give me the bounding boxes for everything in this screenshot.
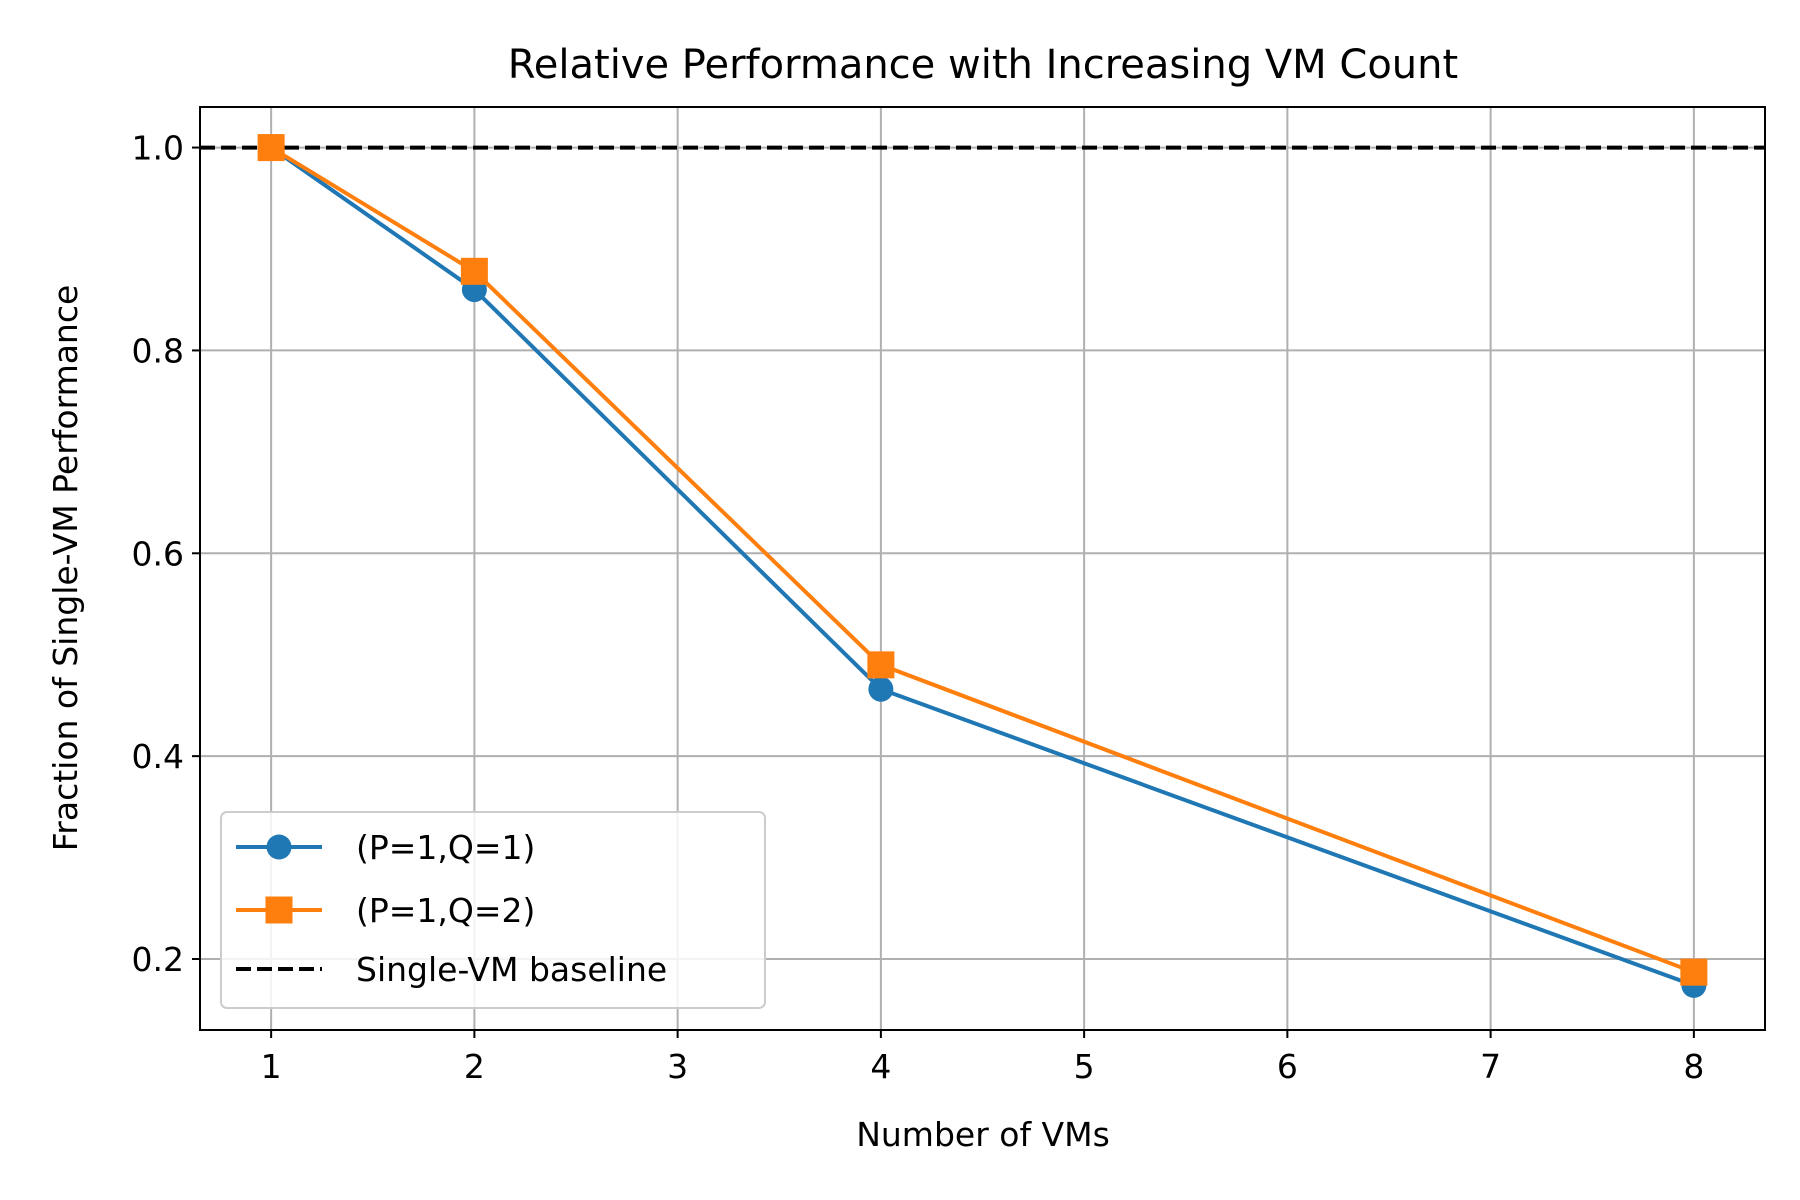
data-point [867,651,895,679]
series-line [270,145,1695,975]
legend-label: (P=1,Q=1) [356,828,535,867]
x-tick-label: 8 [1683,1047,1704,1086]
x-tick-label: 2 [464,1047,485,1086]
data-point [868,676,894,702]
data-point [1680,958,1708,986]
legend-marker [266,834,292,860]
y-tick-label: 0.6 [132,534,184,573]
y-axis-label: Fraction of Single-VM Performance [46,285,85,852]
legend: (P=1,Q=1) (P=1,Q=2) Single-VM baseline [220,811,766,1009]
data-point [460,257,488,285]
x-tick-label: 4 [870,1047,891,1086]
series-layer [257,134,1708,998]
legend-marker [265,896,293,924]
chart-title: Relative Performance with Increasing VM … [508,42,1458,88]
legend-items: (P=1,Q=1) (P=1,Q=2) Single-VM baseline [236,828,667,989]
data-point [257,134,285,162]
legend-label: (P=1,Q=2) [356,891,535,930]
plot-frame [199,106,1766,1031]
y-tick-label: 1.0 [132,129,184,168]
x-tick-label: 3 [667,1047,688,1086]
x-tick-label: 5 [1074,1047,1095,1086]
series-line [269,145,1695,988]
y-tick-label: 0.4 [132,737,184,776]
x-axis-ticks: 1 2 3 4 5 6 7 8 [261,1030,1704,1086]
legend-item: Single-VM baseline [236,950,667,989]
x-tick-label: 6 [1277,1047,1298,1086]
y-axis-ticks: 0.2 0.4 0.6 0.8 1.0 [132,129,200,979]
series-2 [257,134,1708,986]
x-axis-label: Number of VMs [856,1115,1110,1154]
y-tick-label: 0.2 [132,940,184,979]
legend-label: Single-VM baseline [356,950,667,989]
legend-item: (P=1,Q=2) [236,891,535,930]
x-tick-label: 1 [261,1047,282,1086]
x-tick-label: 7 [1480,1047,1501,1086]
legend-box [220,811,766,1009]
legend-item: (P=1,Q=1) [236,828,535,867]
y-tick-label: 0.8 [132,331,184,370]
